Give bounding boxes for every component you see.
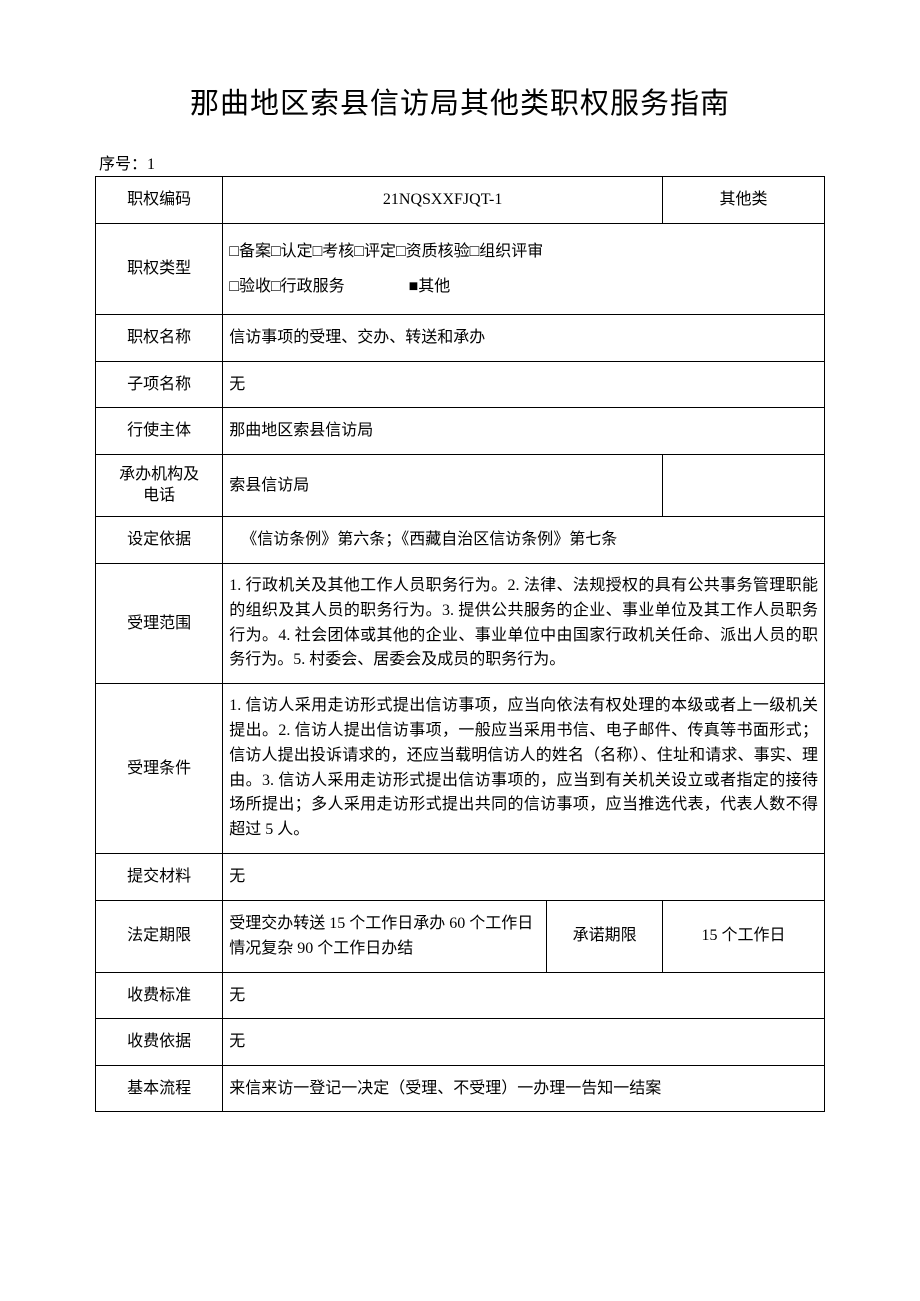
value-materials: 无: [223, 853, 825, 900]
value-category: 其他类: [662, 177, 824, 224]
row-subitem: 子项名称 无: [96, 361, 825, 408]
label-type: 职权类型: [96, 223, 223, 314]
row-conditions: 受理条件 1. 信访人采用走访形式提出信访事项，应当向依法有权处理的本级或者上一…: [96, 684, 825, 854]
value-name: 信访事项的受理、交办、转送和承办: [223, 314, 825, 361]
row-process: 基本流程 来信来访一登记一决定（受理、不受理）一办理一告知一结案: [96, 1065, 825, 1112]
row-subject: 行使主体 那曲地区索县信访局: [96, 408, 825, 455]
row-agency: 承办机构及 电话 索县信访局: [96, 454, 825, 517]
value-subitem: 无: [223, 361, 825, 408]
value-scope: 1. 行政机关及其他工作人员职务行为。2. 法律、法规授权的具有公共事务管理职能…: [223, 563, 825, 683]
row-materials: 提交材料 无: [96, 853, 825, 900]
row-name: 职权名称 信访事项的受理、交办、转送和承办: [96, 314, 825, 361]
label-fee-std: 收费标准: [96, 972, 223, 1019]
value-type: □备案□认定□考核□评定□资质核验□组织评审 □验收□行政服务 ■其他: [223, 223, 825, 314]
label-subitem: 子项名称: [96, 361, 223, 408]
value-agency-phone: [662, 454, 824, 517]
label-basis: 设定依据: [96, 517, 223, 564]
value-fee-basis: 无: [223, 1019, 825, 1066]
value-subject: 那曲地区索县信访局: [223, 408, 825, 455]
label-scope: 受理范围: [96, 563, 223, 683]
label-code: 职权编码: [96, 177, 223, 224]
row-deadline: 法定期限 受理交办转送 15 个工作日承办 60 个工作日情况复杂 90 个工作…: [96, 900, 825, 972]
type-line1: □备案□认定□考核□评定□资质核验□组织评审: [229, 234, 818, 269]
row-code: 职权编码 21NQSXXFJQT-1 其他类: [96, 177, 825, 224]
value-promise: 15 个工作日: [662, 900, 824, 972]
row-type: 职权类型 □备案□认定□考核□评定□资质核验□组织评审 □验收□行政服务 ■其他: [96, 223, 825, 314]
row-fee-std: 收费标准 无: [96, 972, 825, 1019]
value-deadline: 受理交办转送 15 个工作日承办 60 个工作日情况复杂 90 个工作日办结: [223, 900, 547, 972]
label-agency: 承办机构及 电话: [96, 454, 223, 517]
value-basis: 《信访条例》第六条；《西藏自治区信访条例》第七条: [223, 517, 825, 564]
label-deadline: 法定期限: [96, 900, 223, 972]
value-agency: 索县信访局: [223, 454, 663, 517]
label-subject: 行使主体: [96, 408, 223, 455]
label-conditions: 受理条件: [96, 684, 223, 854]
label-name: 职权名称: [96, 314, 223, 361]
sequence-label: 序号：1: [95, 150, 825, 174]
document-title: 那曲地区索县信访局其他类职权服务指南: [95, 80, 825, 122]
label-materials: 提交材料: [96, 853, 223, 900]
row-basis: 设定依据 《信访条例》第六条；《西藏自治区信访条例》第七条: [96, 517, 825, 564]
authority-table: 职权编码 21NQSXXFJQT-1 其他类 职权类型 □备案□认定□考核□评定…: [95, 176, 825, 1112]
label-fee-basis: 收费依据: [96, 1019, 223, 1066]
row-fee-basis: 收费依据 无: [96, 1019, 825, 1066]
label-process: 基本流程: [96, 1065, 223, 1112]
value-code: 21NQSXXFJQT-1: [223, 177, 663, 224]
row-scope: 受理范围 1. 行政机关及其他工作人员职务行为。2. 法律、法规授权的具有公共事…: [96, 563, 825, 683]
label-promise: 承诺期限: [547, 900, 663, 972]
type-line2: □验收□行政服务 ■其他: [229, 269, 818, 304]
value-process: 来信来访一登记一决定（受理、不受理）一办理一告知一结案: [223, 1065, 825, 1112]
value-conditions: 1. 信访人采用走访形式提出信访事项，应当向依法有权处理的本级或者上一级机关提出…: [223, 684, 825, 854]
value-fee-std: 无: [223, 972, 825, 1019]
